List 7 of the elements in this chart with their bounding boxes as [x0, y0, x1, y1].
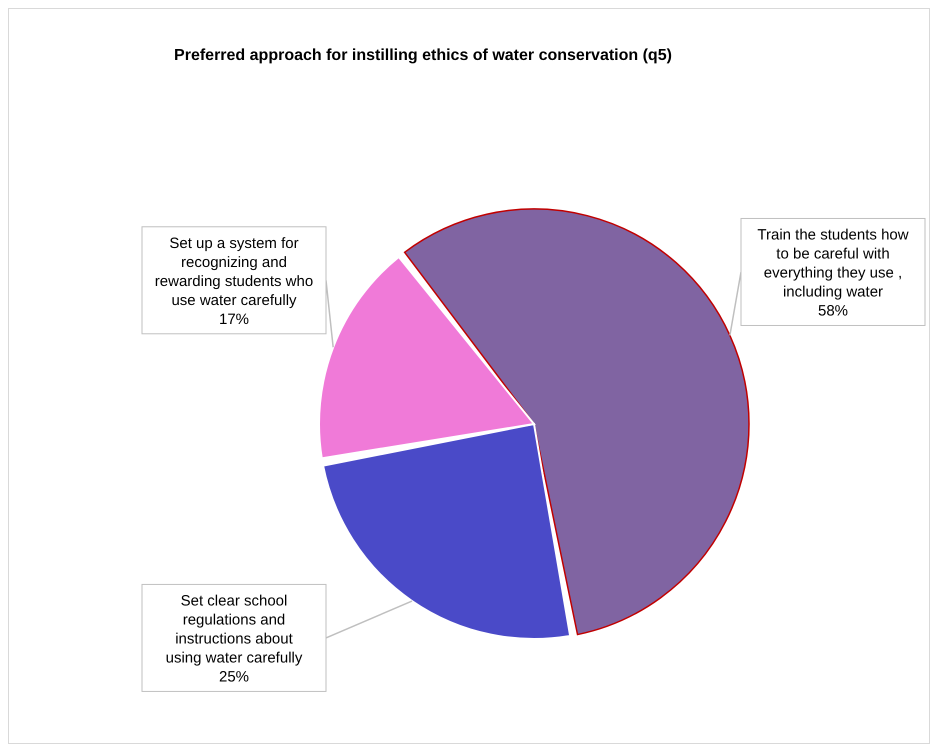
- slice-label: Train the students how to be careful with everything they use , including water: [757, 226, 909, 300]
- data-label: 17%: [218, 310, 250, 328]
- data-label: 25%: [218, 668, 250, 686]
- slice-label: Set clear school regulations and instructions about using water carefully: [166, 592, 303, 666]
- data-label: 58%: [818, 302, 848, 320]
- chart-title: Preferred approach for instilling ethics of water conservation (q5): [173, 47, 673, 65]
- slice-label: Set up a system for recognizing and rewarding students who use water carefully: [154, 234, 314, 309]
